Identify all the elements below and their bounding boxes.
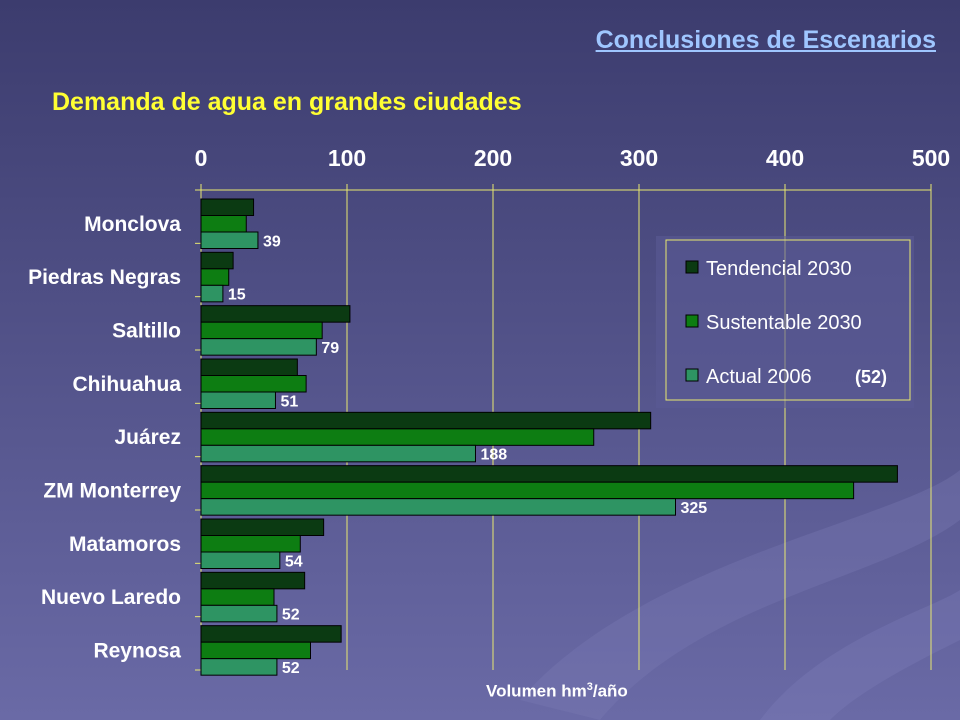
bar [200, 268, 230, 286]
data-label: 39 [263, 233, 281, 250]
bar [200, 198, 255, 216]
bar [200, 411, 652, 430]
bar [200, 625, 342, 643]
data-labels: 39 15 79 51 188 325 54 52 52 [228, 233, 707, 677]
data-label: 51 [280, 393, 298, 410]
bar [200, 658, 278, 676]
decorative-swoosh [520, 470, 960, 720]
category-labels: Monclova Piedras Negras Saltillo Chihuahua J… [28, 213, 181, 663]
legend-label: Tendencial 2030 [706, 258, 852, 280]
category-label: Chihuahua [73, 373, 182, 396]
legend-label: Actual 2006 [706, 366, 812, 388]
x-tick-label: 300 [620, 145, 658, 171]
bar [200, 338, 317, 356]
data-label: 325 [681, 500, 708, 517]
bar [200, 535, 301, 553]
category-label: Saltillo [112, 319, 181, 342]
category-label: Monclova [84, 213, 181, 236]
bar [200, 444, 476, 463]
bar [200, 231, 259, 249]
bar [200, 551, 281, 569]
category-label: Piedras Negras [28, 266, 181, 289]
bar [200, 358, 298, 376]
conclusiones-link[interactable]: Conclusiones de Escenarios [595, 26, 936, 54]
category-label: Nuevo Laredo [41, 586, 181, 609]
legend-swatch [685, 260, 699, 274]
bar [200, 375, 307, 393]
legend-note: (52) [855, 367, 887, 387]
x-tick-label: 200 [474, 145, 512, 171]
category-label: Matamoros [69, 533, 181, 556]
bar [200, 465, 898, 483]
bar [200, 481, 855, 500]
x-tick-label: 400 [766, 145, 804, 171]
bar [200, 588, 275, 606]
legend-swatch [685, 314, 699, 328]
bar [200, 571, 306, 590]
x-tick-label: 500 [912, 145, 950, 171]
data-label: 52 [282, 660, 300, 677]
data-label: 188 [480, 447, 507, 464]
bar [200, 305, 351, 323]
category-label: Juárez [114, 426, 181, 449]
x-axis-label: Volumen hm3/año [486, 681, 628, 701]
bar [200, 498, 676, 516]
bars [200, 198, 898, 676]
legend-shadow [656, 236, 914, 408]
data-label: 15 [228, 287, 246, 304]
x-tick-label: 100 [328, 145, 366, 171]
bar [200, 428, 595, 446]
chart-title: Demanda de agua en grandes ciudades [52, 88, 522, 116]
data-label: 79 [321, 340, 339, 357]
decorative-swoosh-2 [760, 590, 960, 720]
bar [200, 391, 276, 409]
bar [200, 321, 323, 340]
legend-box [665, 239, 911, 401]
bar [200, 604, 278, 623]
x-tick-label: 0 [195, 145, 208, 171]
bar [200, 641, 311, 660]
category-label: Reynosa [93, 639, 181, 662]
data-label: 52 [282, 607, 300, 624]
data-label: 54 [285, 553, 303, 570]
bar [200, 518, 325, 536]
legend-label: Sustentable 2030 [706, 312, 862, 334]
bar [200, 251, 234, 270]
bar [200, 284, 224, 303]
category-label: ZM Monterrey [43, 479, 181, 502]
x-axis-ticks: 0 100 200 300 400 500 [195, 145, 951, 171]
bar [200, 215, 247, 233]
legend-swatch [685, 368, 699, 382]
legend: Tendencial 2030 Sustentable 2030 Actual 20… [656, 236, 914, 408]
